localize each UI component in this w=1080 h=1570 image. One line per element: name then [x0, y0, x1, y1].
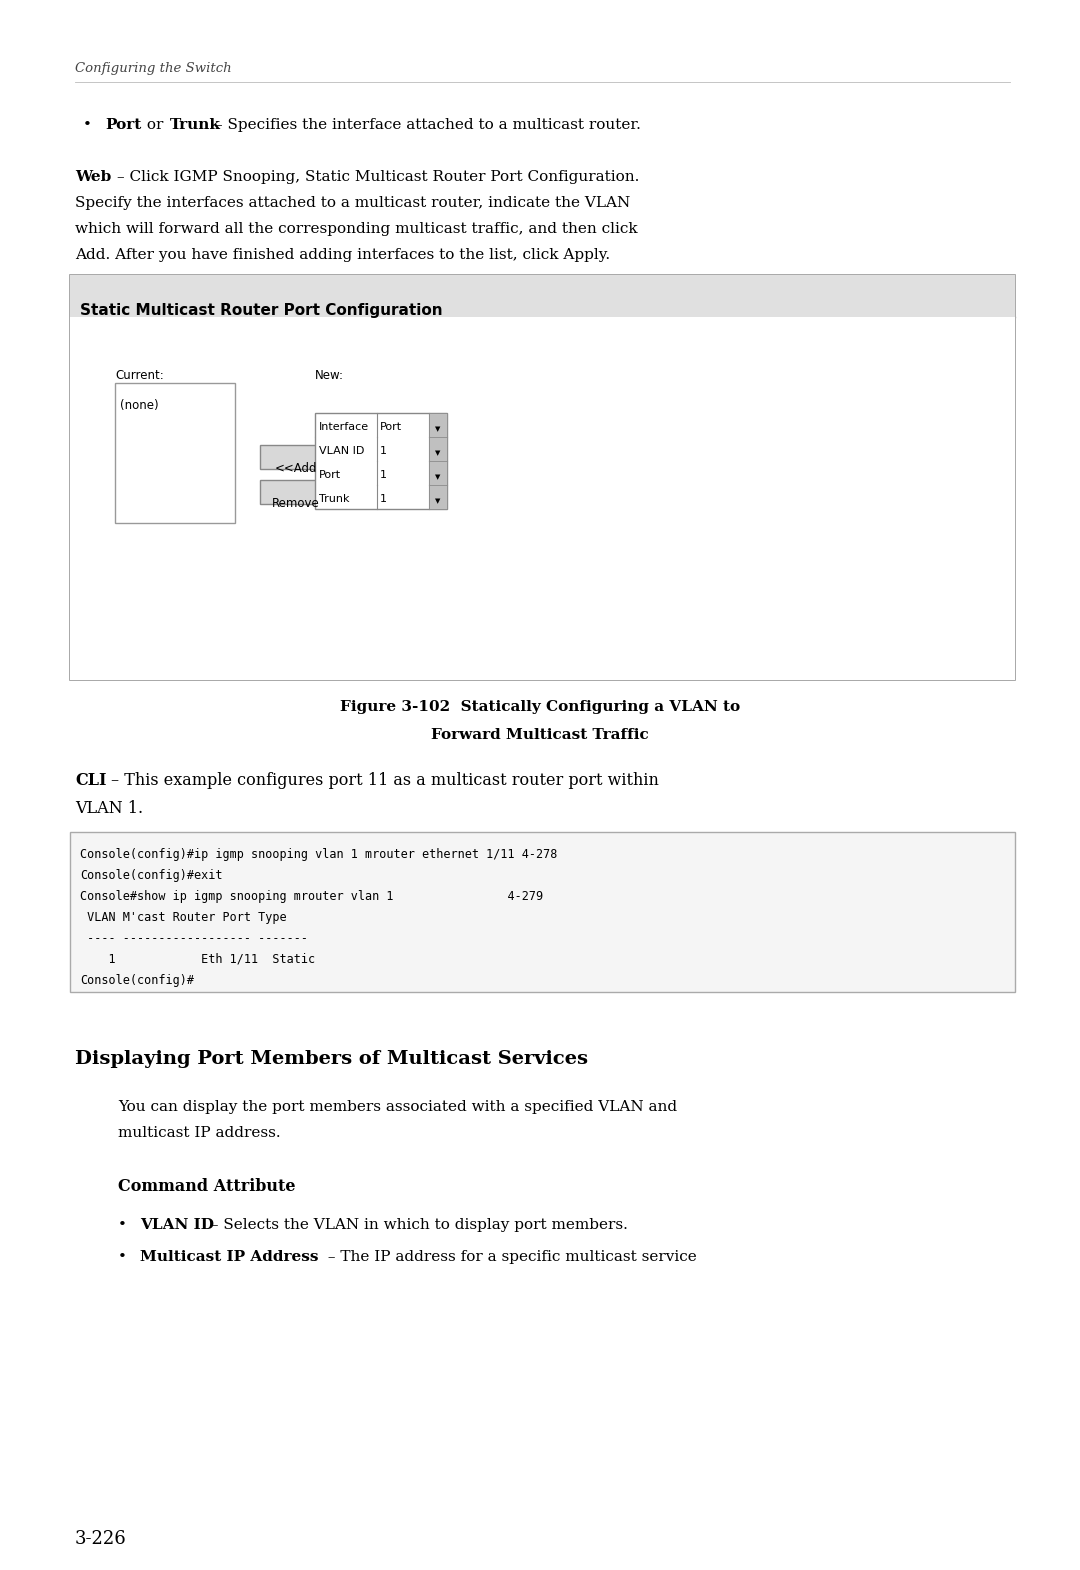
Text: ---- ------------------ -------: ---- ------------------ ------- [80, 933, 308, 945]
Text: or: or [141, 118, 168, 132]
Text: •: • [118, 1250, 126, 1264]
Text: New:: New: [315, 369, 345, 382]
Bar [70, 275, 1015, 317]
Text: – The IP address for a specific multicast service: – The IP address for a specific multicas… [323, 1250, 697, 1264]
Text: Console(config)#ip igmp snooping vlan 1 mrouter ethernet 1/11 4-278: Console(config)#ip igmp snooping vlan 1 … [80, 848, 557, 860]
Text: Port: Port [319, 469, 341, 480]
Text: Multicast IP Address: Multicast IP Address [140, 1250, 319, 1264]
Text: Displaying Port Members of Multicast Services: Displaying Port Members of Multicast Ser… [75, 1050, 588, 1068]
Text: (none): (none) [120, 399, 159, 411]
Text: Console#show ip igmp snooping mrouter vlan 1                4-279: Console#show ip igmp snooping mrouter vl… [80, 890, 543, 903]
Text: Configuring the Switch: Configuring the Switch [75, 61, 231, 75]
Text: 1: 1 [380, 446, 387, 455]
Text: ▼: ▼ [435, 498, 441, 504]
Bar [70, 275, 1015, 680]
Bar [260, 444, 332, 469]
Text: Console(config)#: Console(config)# [80, 973, 194, 988]
Bar [429, 462, 447, 485]
Text: Forward Multicast Traffic: Forward Multicast Traffic [431, 728, 649, 743]
Text: Trunk: Trunk [319, 495, 350, 504]
Text: ▼: ▼ [435, 425, 441, 432]
Bar [260, 480, 332, 504]
Text: which will forward all the corresponding multicast traffic, and then click: which will forward all the corresponding… [75, 221, 637, 236]
Text: VLAN 1.: VLAN 1. [75, 801, 144, 816]
Text: 1            Eth 1/11  Static: 1 Eth 1/11 Static [80, 953, 315, 966]
Bar [114, 383, 235, 523]
Text: VLAN M'cast Router Port Type: VLAN M'cast Router Port Type [80, 911, 286, 925]
Text: Static Multicast Router Port Configuration: Static Multicast Router Port Configurati… [80, 303, 443, 319]
Text: Port: Port [380, 422, 402, 432]
Bar [429, 413, 447, 436]
Text: 1: 1 [380, 495, 387, 504]
Text: – This example configures port 11 as a multicast router port within: – This example configures port 11 as a m… [111, 772, 659, 790]
Text: Console(config)#exit: Console(config)#exit [80, 870, 222, 882]
Text: Remove: Remove [272, 498, 320, 510]
Text: Trunk: Trunk [170, 118, 221, 132]
Text: Specify the interfaces attached to a multicast router, indicate the VLAN: Specify the interfaces attached to a mul… [75, 196, 631, 210]
Bar [70, 832, 1015, 992]
Bar [315, 413, 447, 509]
Text: – Selects the VLAN in which to display port members.: – Selects the VLAN in which to display p… [206, 1218, 627, 1232]
Text: Current:: Current: [114, 369, 164, 382]
Text: – Specifies the interface attached to a multicast router.: – Specifies the interface attached to a … [215, 118, 640, 132]
Bar [429, 485, 447, 509]
Text: multicast IP address.: multicast IP address. [118, 1126, 281, 1140]
Text: ▼: ▼ [435, 451, 441, 455]
Bar [429, 436, 447, 462]
Text: 3-226: 3-226 [75, 1531, 126, 1548]
Text: Add. After you have finished adding interfaces to the list, click Apply.: Add. After you have finished adding inte… [75, 248, 610, 262]
Text: Command Attribute: Command Attribute [118, 1178, 296, 1195]
Text: CLI: CLI [75, 772, 107, 790]
Text: – Click IGMP Snooping, Static Multicast Router Port Configuration.: – Click IGMP Snooping, Static Multicast … [117, 170, 639, 184]
Text: Figure 3-102  Statically Configuring a VLAN to: Figure 3-102 Statically Configuring a VL… [340, 700, 740, 714]
Text: ▼: ▼ [435, 474, 441, 480]
Text: Web: Web [75, 170, 111, 184]
Text: You can display the port members associated with a specified VLAN and: You can display the port members associa… [118, 1101, 677, 1115]
Text: Port: Port [105, 118, 141, 132]
Text: <<Add: <<Add [274, 462, 318, 476]
Text: VLAN ID: VLAN ID [140, 1218, 214, 1232]
Text: •: • [118, 1218, 126, 1232]
Text: •: • [83, 118, 92, 132]
Text: Interface: Interface [319, 422, 369, 432]
Bar [70, 317, 1015, 680]
Text: VLAN ID: VLAN ID [319, 446, 364, 455]
Text: 1: 1 [380, 469, 387, 480]
